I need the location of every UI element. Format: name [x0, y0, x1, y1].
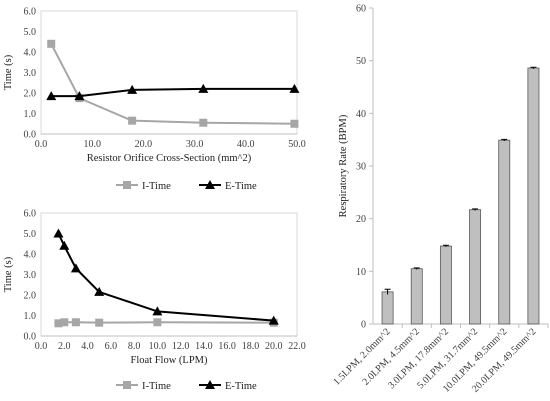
x-tick-label: 22.0 [288, 341, 306, 352]
x-tick-label: 12.0 [172, 341, 190, 352]
y-axis-label: Time (s) [3, 54, 14, 90]
y-tick-label: 5.0 [24, 27, 37, 38]
x-tick-label: 40.0 [237, 139, 255, 150]
y-tick-label: 0.0 [24, 332, 37, 343]
x-tick-label: 10.0 [149, 341, 167, 352]
y-tick-label: 20 [356, 214, 366, 225]
series-line [50, 43, 295, 125]
data-point [59, 240, 70, 250]
data-point [199, 118, 208, 127]
y-tick-label: 0.0 [24, 130, 37, 141]
bar [410, 268, 423, 325]
y-tick-label: 3.0 [24, 68, 37, 79]
x-axis-label: Float Flow (LPM) [130, 355, 208, 366]
data-point [153, 318, 162, 327]
x-axis-label: Resistor Orifice Cross-Section (mm^2) [87, 153, 252, 164]
data-point [289, 83, 300, 93]
series-line [58, 321, 274, 325]
y-tick-label: 10 [356, 267, 366, 278]
bar [498, 139, 511, 325]
x-tick-label: 0.0 [35, 341, 48, 352]
data-point [60, 318, 69, 327]
y-tick-label: 0 [361, 320, 366, 331]
y-tick-label: 6.0 [24, 7, 37, 18]
x-tick-label: 4.0 [81, 341, 94, 352]
series-line [57, 233, 274, 322]
x-tick-label: 10.0 [83, 139, 101, 150]
y-tick-label: 1.0 [24, 109, 37, 120]
x-tick-label: 20.0 [135, 139, 153, 150]
series-line [51, 87, 295, 98]
y-tick-label: 2.0 [24, 291, 37, 302]
bar [381, 291, 394, 325]
data-point [53, 228, 64, 238]
data-point [74, 91, 85, 101]
data-point [128, 116, 137, 125]
x-tick-label: 16.0 [218, 341, 236, 352]
legend-marker [123, 381, 131, 389]
data-point [54, 319, 63, 328]
legend-marker [205, 380, 215, 389]
y-tick-label: 6.0 [24, 209, 37, 220]
x-tick-label: 18.0 [242, 341, 260, 352]
y-tick-label: 30 [356, 162, 366, 173]
x-tick-label: 6.0 [105, 341, 118, 352]
y-tick-label: 4.0 [24, 250, 37, 261]
y-tick-label: 40 [356, 109, 366, 120]
x-tick-label: 8.0 [128, 341, 141, 352]
data-point [95, 318, 104, 327]
data-point [46, 91, 57, 101]
legend-label: I-Time [142, 181, 171, 192]
legend-label: I-Time [142, 381, 171, 392]
data-point [290, 119, 299, 128]
y-axis-label: Respiratory Rate (BPM) [338, 114, 349, 217]
x-tick-label: 20.0 [265, 341, 283, 352]
legend-label: E-Time [225, 181, 257, 192]
chart-top-orifice: 0.0 1.0 2.0 3.0 4.0 5.0 6.0 0.0 10.0 20.0 30.0 40.0… [3, 7, 306, 193]
y-tick-label: 4.0 [24, 48, 37, 59]
bar [527, 67, 540, 325]
chart-bottom-flow: 0.0 1.0 2.0 3.0 4.0 5.0 6.0 0.0 2.0 4.0 6.0 8.0 10.0… [3, 209, 306, 393]
legend-label: E-Time [225, 381, 257, 392]
data-point [47, 39, 56, 48]
data-point [198, 83, 209, 93]
y-axis-label: Time (s) [3, 256, 14, 292]
data-point [268, 315, 279, 325]
y-tick-label: 60 [356, 4, 366, 15]
plot-area [40, 10, 298, 135]
plot-area [40, 212, 298, 337]
x-tick-label: 0.0 [35, 139, 48, 150]
bar [469, 209, 482, 325]
x-tick-label: 2.0 [58, 341, 71, 352]
y-tick-label: 50 [356, 56, 366, 67]
data-point [70, 263, 81, 273]
x-tick-label: 30.0 [186, 139, 204, 150]
y-tick-label: 5.0 [24, 229, 37, 240]
bar [439, 245, 452, 325]
data-point [71, 318, 80, 327]
x-tick-label: 14.0 [195, 341, 213, 352]
data-point [152, 306, 163, 316]
y-tick-label: 1.0 [24, 311, 37, 322]
x-tick-label: 50.0 [288, 139, 306, 150]
data-point [94, 286, 105, 296]
y-tick-label: 3.0 [24, 270, 37, 281]
legend-marker [123, 181, 131, 189]
y-tick-label: 2.0 [24, 89, 37, 100]
legend-marker [205, 180, 215, 189]
data-point [127, 84, 138, 94]
